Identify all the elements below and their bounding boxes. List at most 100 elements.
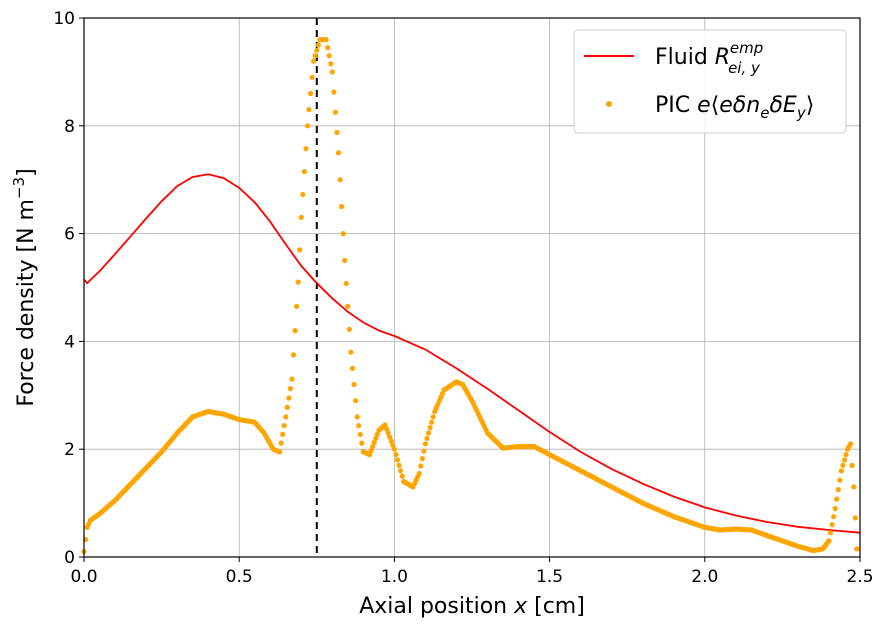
tick-layer: 0.0 0.5 1.0 1.5 2.0 2.5 0 2 4 6 8 10: [53, 9, 873, 587]
pic-point: [424, 435, 430, 441]
fluid-series-line: [83, 173, 861, 534]
x-tick-label: 0.5: [226, 567, 253, 587]
legend-pic-swatch: [606, 101, 612, 107]
pic-point: [297, 247, 303, 253]
pic-point: [359, 440, 365, 446]
y-tick-label: 6: [64, 225, 75, 245]
pic-point: [304, 123, 311, 129]
pic-point: [303, 146, 309, 152]
pic-point: [422, 441, 428, 447]
pic-point: [849, 462, 855, 468]
pic-point: [829, 522, 835, 528]
y-tick-label: 0: [64, 548, 75, 568]
pic-point: [315, 42, 321, 48]
x-axis-label: Axial position x [cm]: [359, 594, 585, 619]
pic-point: [290, 352, 297, 358]
pic-point: [831, 514, 837, 520]
x-tick-label: 2.0: [691, 567, 718, 587]
pic-point: [325, 45, 331, 51]
pic-point: [348, 349, 354, 355]
pic-point: [332, 109, 338, 115]
pic-point: [382, 422, 388, 428]
pic-point: [334, 129, 340, 136]
pic-point: [295, 279, 301, 285]
pic-point: [427, 425, 433, 431]
pic-point: [280, 431, 286, 437]
y-axis-label: Force density [N m−3]: [10, 168, 39, 406]
pic-point: [284, 404, 290, 410]
pic-point: [309, 74, 315, 80]
pic-point: [396, 462, 402, 468]
pic-point: [390, 442, 396, 448]
pic-point: [353, 398, 359, 404]
pic-point: [342, 257, 348, 264]
legend-box: [573, 29, 847, 134]
pic-point: [430, 414, 436, 420]
pic-point: [287, 386, 293, 392]
pic-point: [277, 449, 283, 455]
pic-point: [357, 431, 363, 437]
pic-point: [298, 214, 304, 220]
pic-point: [301, 169, 307, 175]
pic-point: [326, 53, 332, 59]
pic-point: [418, 463, 424, 469]
pic-point: [323, 37, 329, 43]
plot-frame: [83, 17, 861, 558]
pic-point: [852, 515, 858, 521]
pic-point: [328, 61, 334, 67]
pic-point: [421, 448, 427, 454]
y-tick-label: 10: [53, 9, 75, 29]
pic-point: [425, 430, 432, 436]
pic-series-points: [81, 37, 860, 555]
pic-point: [387, 434, 393, 440]
pic-point: [832, 505, 838, 512]
pic-point: [394, 457, 401, 463]
legend-pic-label: PIC e⟨eδneδEy⟩: [655, 93, 814, 122]
legend: Fluid Rei, yemp PIC e⟨eδneδEy⟩: [573, 29, 847, 134]
pic-point: [399, 473, 405, 479]
x-tick-label: 1.5: [536, 567, 563, 587]
pic-point: [854, 546, 860, 552]
pic-point: [283, 414, 289, 420]
pic-point: [308, 90, 314, 97]
pic-point: [311, 58, 317, 64]
pic-point: [349, 365, 356, 371]
pic-point: [351, 381, 357, 388]
pic-point: [292, 328, 298, 334]
pic-point: [393, 452, 399, 458]
pic-point: [337, 177, 343, 183]
pic-point: [339, 204, 345, 210]
pic-point: [367, 452, 373, 458]
x-tick-label: 1.0: [381, 567, 408, 587]
series-layer: [81, 37, 861, 555]
pic-point: [837, 477, 843, 483]
pic-point: [391, 446, 397, 452]
pic-point: [312, 53, 318, 59]
pic-point: [388, 438, 394, 444]
pic-point: [289, 376, 295, 382]
pic-point: [331, 89, 337, 95]
pic-point: [300, 191, 306, 198]
pic-point: [329, 69, 335, 75]
pic-point: [827, 530, 834, 536]
pic-point: [429, 419, 435, 425]
pic-point: [354, 414, 360, 420]
pic-point: [826, 538, 832, 544]
pic-point: [371, 439, 377, 446]
x-tick-label: 2.5: [846, 567, 873, 587]
pic-point: [419, 456, 425, 462]
pic-point: [335, 150, 342, 156]
x-tick-label: 0.0: [70, 567, 97, 587]
pic-point: [294, 303, 300, 309]
pic-point: [843, 452, 849, 458]
pic-point: [374, 431, 380, 437]
pic-point: [416, 470, 422, 477]
pic-point: [340, 231, 346, 237]
pic-point: [343, 280, 349, 287]
pic-point: [278, 440, 284, 446]
pic-point: [368, 447, 374, 454]
pic-point: [314, 47, 320, 53]
y-tick-label: 4: [64, 332, 75, 352]
pic-point: [841, 457, 848, 463]
